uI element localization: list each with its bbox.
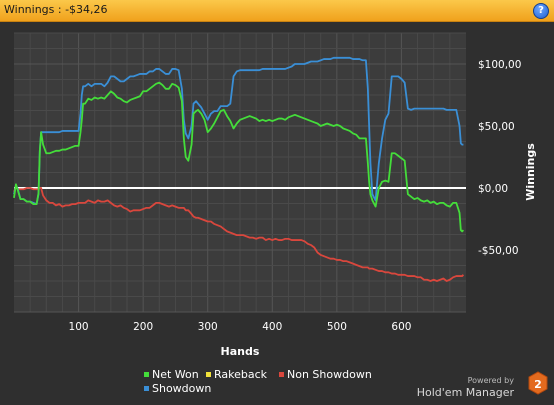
legend-label: Net Won xyxy=(152,368,199,381)
title-bar: Winnings : -$34,26 ? xyxy=(0,0,554,22)
legend-swatch xyxy=(144,372,149,377)
legend-item-rakeback[interactable]: Rakeback xyxy=(206,368,268,381)
powered-by-text: Powered by xyxy=(468,376,515,385)
legend-label: Showdown xyxy=(152,382,211,395)
help-icon[interactable]: ? xyxy=(533,3,549,19)
series-line-showdown xyxy=(13,56,464,206)
series-line-net-won xyxy=(13,81,465,233)
y-tick-label: $0,00 xyxy=(478,183,508,195)
window-title: Winnings : -$34,26 xyxy=(4,3,108,16)
y-tick-label: -$50,00 xyxy=(478,245,519,257)
x-axis-title: Hands xyxy=(221,345,260,358)
x-tick-label: 500 xyxy=(327,321,347,333)
grid-lines xyxy=(14,32,466,313)
legend-swatch xyxy=(206,372,211,377)
brand-version: 2 xyxy=(534,378,542,391)
brand-logo: Powered by Hold'em Manager 2 xyxy=(417,371,548,399)
x-tick-label: 600 xyxy=(391,321,411,333)
legend-item-net-won[interactable]: Net Won xyxy=(144,368,199,381)
y-tick-label: $100,00 xyxy=(478,59,521,71)
x-tick-label: 300 xyxy=(198,321,218,333)
series-line-non-showdown xyxy=(13,185,465,282)
y-tick-labels: $100,00 $50,00 $0,00 -$50,00 xyxy=(478,59,521,257)
legend-item-non-showdown[interactable]: Non Showdown xyxy=(279,368,372,381)
x-tick-label: 400 xyxy=(262,321,282,333)
series-lines xyxy=(13,56,465,282)
legend-item-showdown[interactable]: Showdown xyxy=(144,382,211,395)
x-tick-label: 100 xyxy=(69,321,89,333)
legend-label: Non Showdown xyxy=(287,368,372,381)
brand-badge-icon xyxy=(528,371,548,395)
x-tick-labels: 100 200 300 400 500 600 xyxy=(69,321,412,333)
x-tick-label: 200 xyxy=(133,321,153,333)
brand-name: Hold'em Manager xyxy=(417,386,515,399)
legend-label: Rakeback xyxy=(214,368,268,381)
legend-swatch xyxy=(279,372,284,377)
legend-swatch xyxy=(144,386,149,391)
y-axis-title: Winnings xyxy=(524,143,537,201)
legend: Net Won Rakeback Non Showdown Showdown xyxy=(144,368,372,395)
y-tick-label: $50,00 xyxy=(478,121,515,133)
